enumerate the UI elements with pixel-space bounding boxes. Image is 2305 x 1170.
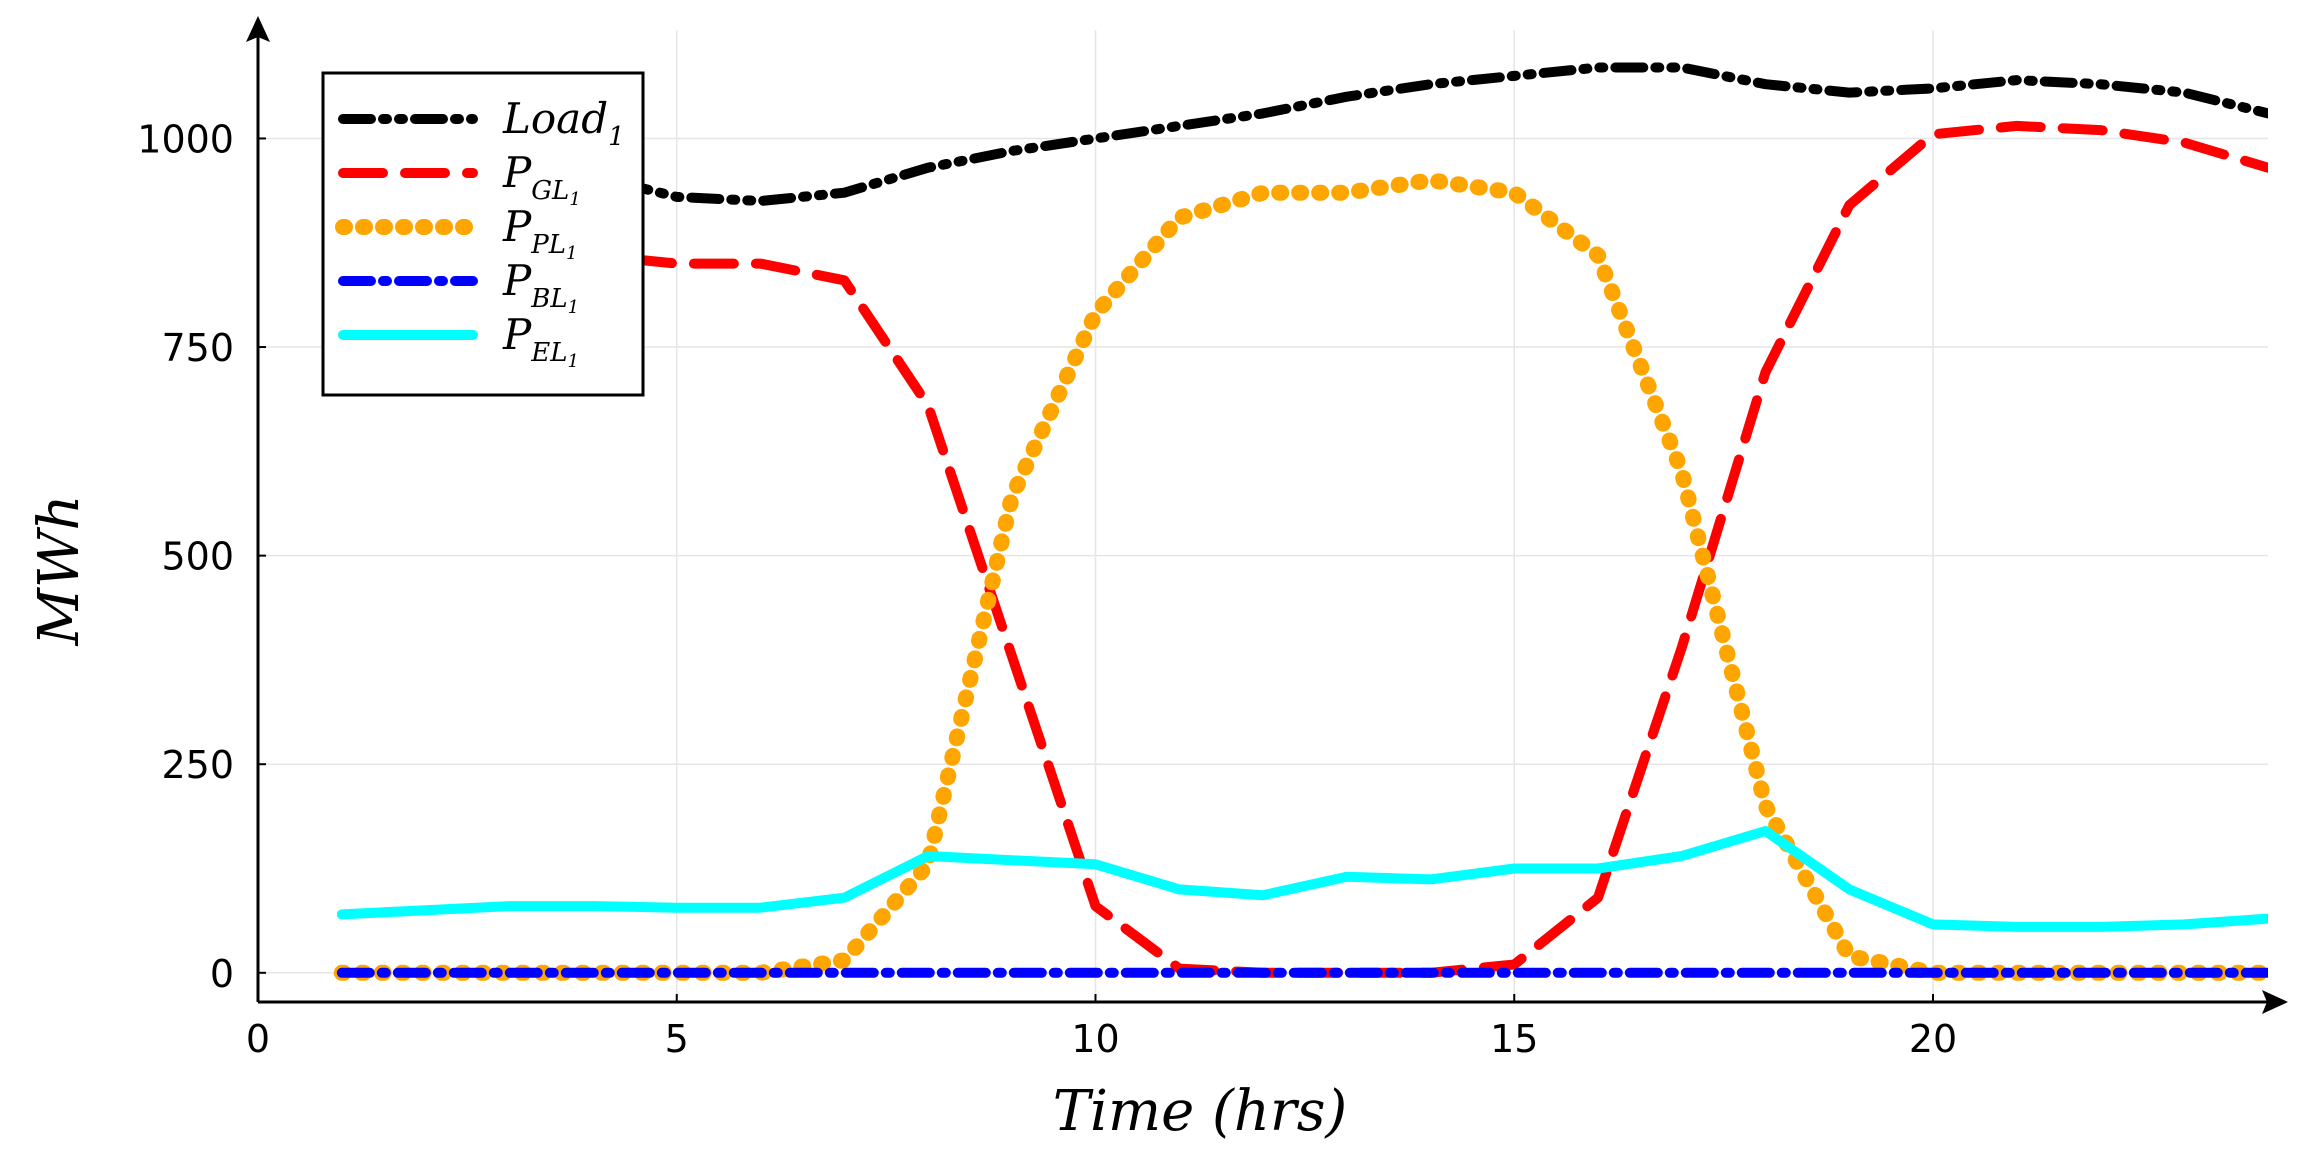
legend-entry-label: Load1: [502, 94, 625, 152]
x-tick-label: 15: [1490, 1017, 1538, 1061]
legend-entry-label: PBL1: [502, 256, 579, 318]
series-line-load-1: [336, 62, 2268, 206]
x-tick-label: 10: [1071, 1017, 1119, 1061]
y-tick-label: 250: [161, 743, 234, 787]
legend-entry-label: PEL1: [502, 310, 579, 372]
legend-box: [321, 71, 645, 397]
x-tick-label: 0: [246, 1017, 270, 1061]
legend-entry-label: PPL1: [502, 202, 577, 264]
y-tick-label: 750: [161, 326, 234, 370]
tick-labels: 0 5 10 15 20 0 250 500 750 1000: [137, 117, 1957, 1061]
x-tick-label: 5: [665, 1017, 689, 1061]
y-axis-label: MWh: [27, 495, 92, 647]
x-axis-label: Time (hrs): [1053, 1079, 1348, 1144]
legend-entry-label: PGL1: [502, 148, 581, 210]
y-tick-label: 1000: [137, 117, 234, 161]
y-tick-label: 500: [161, 535, 234, 579]
series-lines: [333, 62, 2268, 981]
axes: [246, 16, 2288, 1014]
y-tick-label: 0: [210, 952, 234, 996]
x-tick-label: 20: [1909, 1017, 1957, 1061]
x-axis-arrow: [2262, 990, 2288, 1014]
series-line-p-el1: [336, 826, 2268, 932]
y-axis-arrow: [246, 16, 270, 42]
